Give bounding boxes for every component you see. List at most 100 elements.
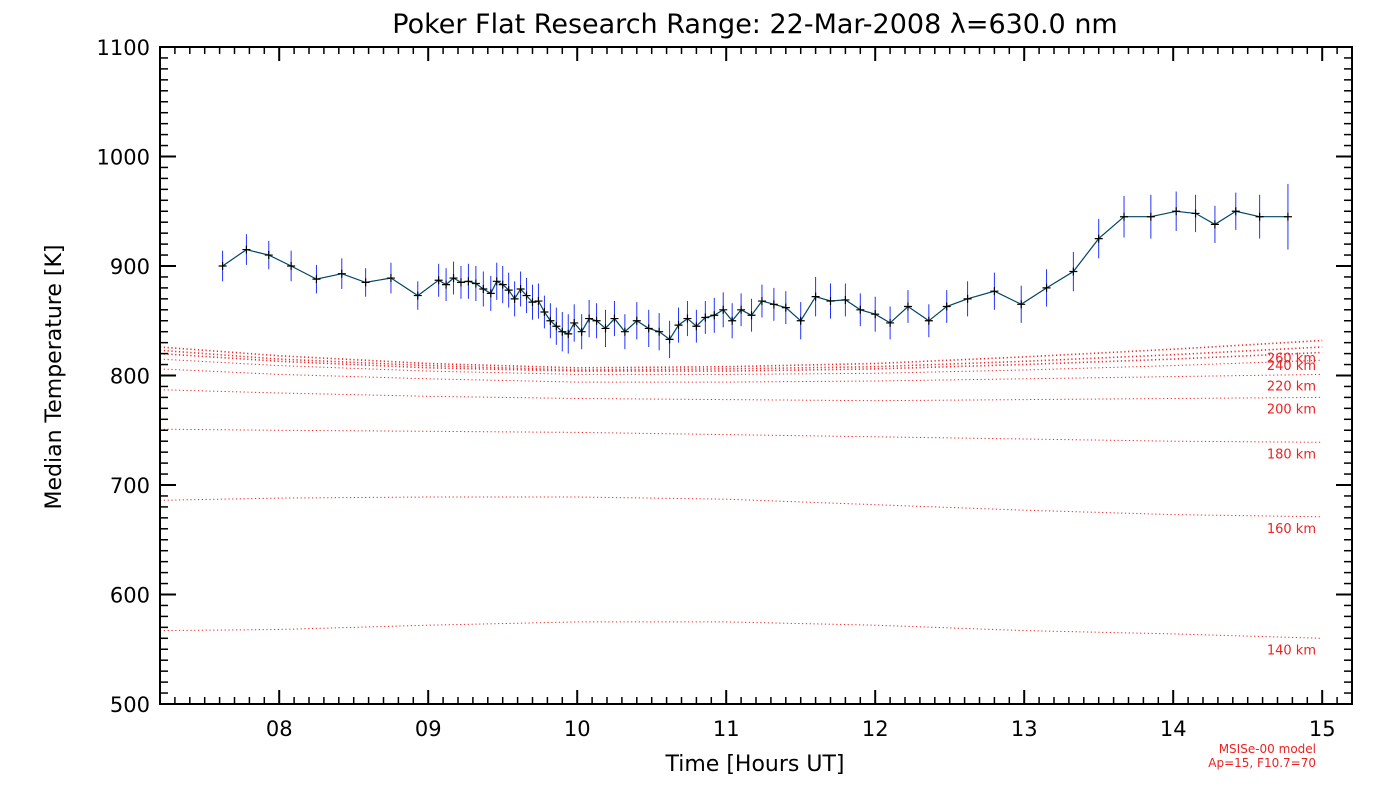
data-point <box>434 276 443 285</box>
data-point <box>665 335 674 344</box>
data-point <box>710 311 719 320</box>
data-point <box>728 316 737 325</box>
model-curve <box>159 428 1323 443</box>
x-tick-label: 12 <box>862 717 889 741</box>
data-point <box>218 262 227 270</box>
data-point <box>577 327 586 336</box>
data-point <box>1042 283 1051 292</box>
axes: 08 09 10 11 12 13 14 15 500 600 700 800 900 1000 1100 <box>97 36 1353 741</box>
data-point <box>796 316 805 325</box>
data-point <box>546 316 555 325</box>
data-point <box>510 294 519 303</box>
data-point <box>990 287 999 296</box>
model-curve-label: 220 km <box>1267 379 1316 394</box>
data-point <box>963 294 972 303</box>
data-point <box>841 295 850 304</box>
data-point <box>361 278 370 287</box>
model-curves: 140 km 160 km 180 km 200 km 220 km 240 km260 … <box>159 339 1323 658</box>
model-curve <box>159 496 1323 518</box>
x-tick-label: 15 <box>1309 717 1336 741</box>
y-tick-label: 500 <box>110 693 150 717</box>
data-point <box>644 324 653 333</box>
data-point <box>337 269 346 278</box>
data-point <box>1172 207 1181 216</box>
data-point <box>757 297 766 306</box>
data-point <box>1283 212 1292 221</box>
x-axis-title: Time [Hours UT] <box>665 752 845 777</box>
model-curve <box>159 621 1323 639</box>
data-point <box>1191 209 1200 218</box>
data-point <box>585 314 594 323</box>
data-point <box>486 289 495 298</box>
data-point <box>534 297 543 306</box>
model-curve <box>159 346 1323 371</box>
model-curve-label: 240 km <box>1267 359 1316 374</box>
data-point <box>769 300 778 309</box>
data-point <box>683 314 692 323</box>
model-note-params: Ap=15, F10.7=70 <box>1208 756 1316 770</box>
data-point <box>564 329 573 338</box>
data-point <box>903 302 912 311</box>
data-point <box>479 284 488 293</box>
data-point <box>701 313 710 322</box>
y-tick-label: 1100 <box>97 36 150 60</box>
data-point <box>1017 300 1026 309</box>
data-point <box>570 318 579 327</box>
model-curve <box>159 358 1323 375</box>
model-curve-label: 260 km <box>1267 352 1316 367</box>
data-point <box>504 286 513 295</box>
data-point <box>942 302 951 311</box>
y-tick-label: 700 <box>110 474 150 498</box>
x-tick-label: 10 <box>564 717 591 741</box>
x-tick-label: 11 <box>713 717 740 741</box>
data-point <box>601 324 610 333</box>
data-point <box>456 278 465 287</box>
data-point <box>528 298 537 307</box>
data-point <box>811 292 820 301</box>
data-point <box>287 262 296 270</box>
data-point <box>1069 267 1078 276</box>
y-tick-label: 800 <box>110 365 150 389</box>
data-point <box>620 327 629 336</box>
model-curve-label: 140 km <box>1267 643 1316 658</box>
data-point <box>498 280 507 289</box>
data-line <box>222 210 1288 341</box>
model-curve-label: 180 km <box>1267 447 1316 462</box>
data-point <box>413 291 422 300</box>
data-point <box>242 245 251 254</box>
data-point <box>610 314 619 323</box>
chart-title: Poker Flat Research Range: 22-Mar-2008 λ… <box>392 9 1117 40</box>
data-point <box>552 322 561 331</box>
y-tick-label: 900 <box>110 255 150 279</box>
data-point <box>924 316 933 325</box>
data-point <box>264 251 273 260</box>
data-point <box>540 307 549 316</box>
data-point <box>522 291 531 300</box>
data-point <box>386 274 395 283</box>
x-tick-label: 08 <box>266 717 293 741</box>
model-curve <box>159 389 1323 402</box>
data-point <box>747 311 756 320</box>
data-point <box>464 277 473 286</box>
model-curve <box>159 351 1323 372</box>
x-tick-label: 09 <box>415 717 442 741</box>
data-point <box>1094 234 1103 243</box>
data-point <box>492 277 501 286</box>
data-point <box>886 318 895 327</box>
data-point <box>1231 207 1240 216</box>
model-curve <box>159 339 1323 369</box>
x-tick-label: 14 <box>1160 717 1187 741</box>
data-series <box>218 183 1292 358</box>
data-point <box>871 310 880 319</box>
data-point <box>558 327 567 336</box>
data-point <box>516 284 525 293</box>
x-tick-label: 13 <box>1011 717 1038 741</box>
data-point <box>471 279 480 288</box>
y-tick-label: 1000 <box>97 146 150 170</box>
y-axis-title: Median Temperature [K] <box>42 245 67 510</box>
plot-frame <box>159 46 1353 705</box>
data-point <box>442 280 451 289</box>
model-note-name: MSISe-00 model <box>1219 742 1316 756</box>
model-curve-label: 200 km <box>1267 402 1316 417</box>
